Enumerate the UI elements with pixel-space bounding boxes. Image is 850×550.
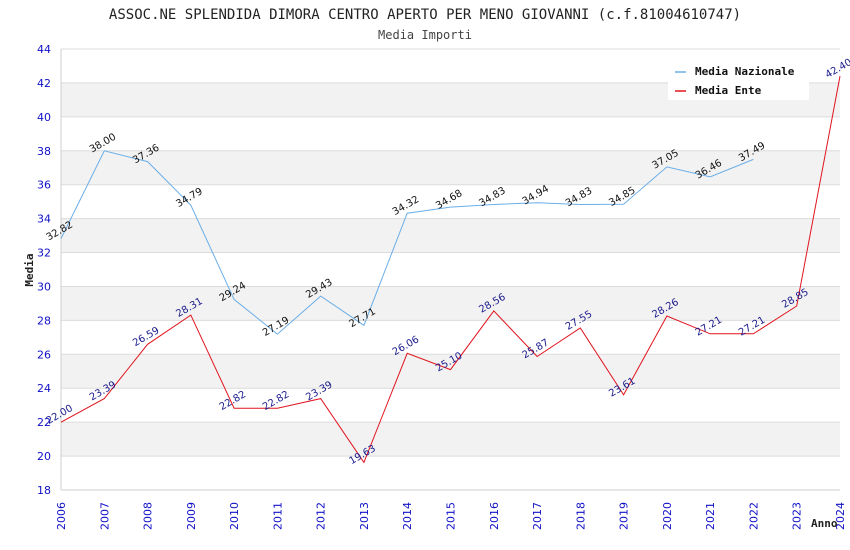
x-axis-label: Anno [811, 517, 838, 530]
legend-label-media-ente: Media Ente [695, 84, 762, 97]
chart-title: ASSOC.NE SPLENDIDA DIMORA CENTRO APERTO … [109, 7, 741, 23]
y-tick-label: 42 [37, 77, 51, 90]
x-tick-label: 2014 [401, 502, 414, 530]
data-label-media-nazionale: 34.85 [607, 185, 637, 209]
y-tick-label: 38 [37, 145, 51, 158]
y-tick-label: 26 [37, 348, 51, 361]
y-axis-ticks: 18 20 22 24 26 28 30 32 34 36 38 40 42 44 [37, 43, 51, 497]
grid-band [61, 150, 840, 185]
legend-label-media-nazionale: Media Nazionale [695, 65, 795, 78]
x-tick-label: 2013 [358, 502, 371, 530]
y-tick-label: 44 [37, 43, 51, 56]
data-label-media-nazionale: 34.83 [477, 185, 507, 209]
x-tick-label: 2007 [98, 502, 111, 530]
grid-band [61, 422, 840, 457]
legend-box [668, 62, 809, 100]
x-tick-label: 2018 [574, 502, 587, 530]
data-label-media-nazionale: 34.94 [521, 184, 551, 208]
x-tick-label: 2010 [228, 502, 241, 530]
y-tick-label: 30 [37, 280, 51, 293]
y-axis-label: Media [23, 253, 36, 286]
y-tick-label: 20 [37, 450, 51, 463]
y-tick-label: 24 [37, 382, 51, 395]
x-tick-label: 2022 [747, 502, 760, 530]
y-tick-label: 40 [37, 111, 51, 124]
data-label-media-nazionale: 34.32 [391, 194, 421, 218]
x-tick-label: 2015 [445, 502, 458, 530]
series-line-media-ente [60, 76, 841, 464]
x-tick-label: 2016 [488, 502, 501, 530]
x-tick-label: 2017 [531, 502, 544, 530]
series-lines [60, 76, 841, 464]
legend: Media Nazionale Media Ente [668, 62, 809, 100]
data-label-media-nazionale: 34.83 [564, 185, 594, 209]
y-tick-label: 34 [37, 213, 51, 226]
y-tick-label: 28 [37, 314, 51, 327]
data-label-media-nazionale: 34.79 [174, 186, 204, 210]
data-label-media-ente: 42.40 [824, 57, 850, 81]
x-tick-label: 2011 [271, 502, 284, 530]
y-tick-label: 32 [37, 247, 51, 260]
grid-bands [61, 82, 840, 457]
y-tick-label: 36 [37, 179, 51, 192]
x-tick-label: 2019 [618, 502, 631, 530]
x-tick-label: 2009 [185, 502, 198, 530]
data-label-media-nazionale: 34.68 [434, 188, 464, 212]
x-tick-label: 2012 [315, 502, 328, 530]
x-tick-label: 2021 [704, 502, 717, 530]
data-label-media-ente: 22.82 [218, 389, 248, 413]
x-tick-label: 2006 [55, 502, 68, 530]
x-tick-label: 2008 [142, 502, 155, 530]
data-label-media-ente: 22.82 [261, 389, 291, 413]
x-axis-ticks: 2006 2007 2008 2009 2010 2011 2012 2013 2014 2015… [55, 502, 847, 530]
series-line-media-nazionale [60, 150, 754, 335]
x-tick-label: 2023 [791, 502, 804, 530]
grid-band [61, 354, 840, 389]
gridlines [60, 48, 840, 491]
y-tick-label: 18 [37, 484, 51, 497]
chart-subtitle: Media Importi [378, 28, 472, 42]
x-tick-label: 2020 [661, 502, 674, 530]
y-tick-label: 22 [37, 416, 51, 429]
x-tick-label: 2024 [834, 502, 847, 530]
grid-band [61, 218, 840, 253]
